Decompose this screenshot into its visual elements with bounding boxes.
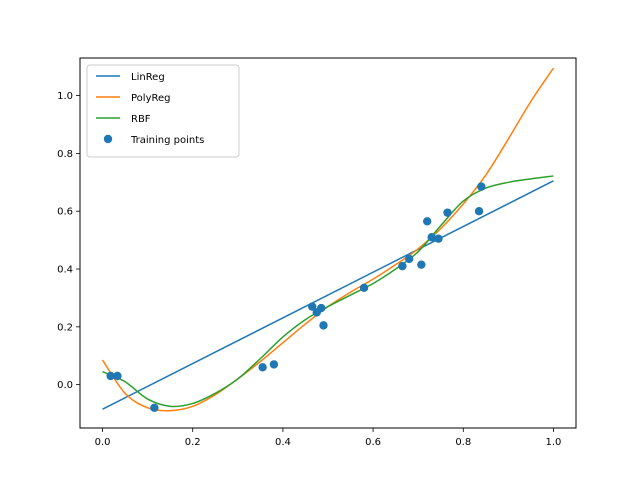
x-tick-label: 0.2 [185,437,201,448]
legend-label: RBF [131,114,151,125]
y-tick-label: 0.8 [57,149,73,160]
scatter-point [317,303,326,313]
legend-label: Training points [130,135,204,146]
legend: LinReg PolyReg RBF Training points [86,64,240,158]
scatter-point [404,254,414,264]
x-axis: 0.0 0.2 0.4 0.6 0.8 1.0 [95,428,562,448]
legend-box [86,64,240,158]
series-line-linreg [102,180,554,410]
scatter-point [423,217,432,226]
scatter-point [113,371,122,381]
y-tick-label: 0.2 [57,322,73,333]
y-tick-label: 0.0 [57,380,73,391]
x-tick-label: 0.4 [275,437,291,448]
scatter-point [106,371,115,381]
y-tick-label: 0.6 [57,207,73,218]
series-line-rbf [102,175,554,408]
scatter-point [150,403,159,412]
scatter-point [443,208,452,217]
scatter-point [427,233,436,242]
scatter-point [319,321,328,330]
scatter-point [258,363,267,372]
series-layer [101,67,555,412]
legend-marker-swatch [103,134,113,144]
scatter-point [359,283,369,293]
x-tick-label: 0.6 [365,437,381,448]
x-tick-label: 1.0 [546,437,562,448]
y-axis: 0.0 0.2 0.4 0.6 0.8 1.0 [57,91,80,391]
y-tick-label: 0.4 [57,265,73,276]
legend-label: PolyReg [131,93,171,104]
scatter-point [477,182,486,191]
scatter-point [474,207,484,216]
x-tick-label: 0.0 [95,437,111,448]
scatter-point [269,360,279,369]
scatter-point [308,302,317,311]
scatter-point [417,260,426,269]
y-tick-label: 1.0 [57,91,73,102]
x-tick-label: 0.8 [455,437,471,448]
scatter-point [398,261,407,271]
legend-label: LinReg [131,72,165,83]
plot-frame [79,57,577,429]
scatter-point [434,234,443,243]
